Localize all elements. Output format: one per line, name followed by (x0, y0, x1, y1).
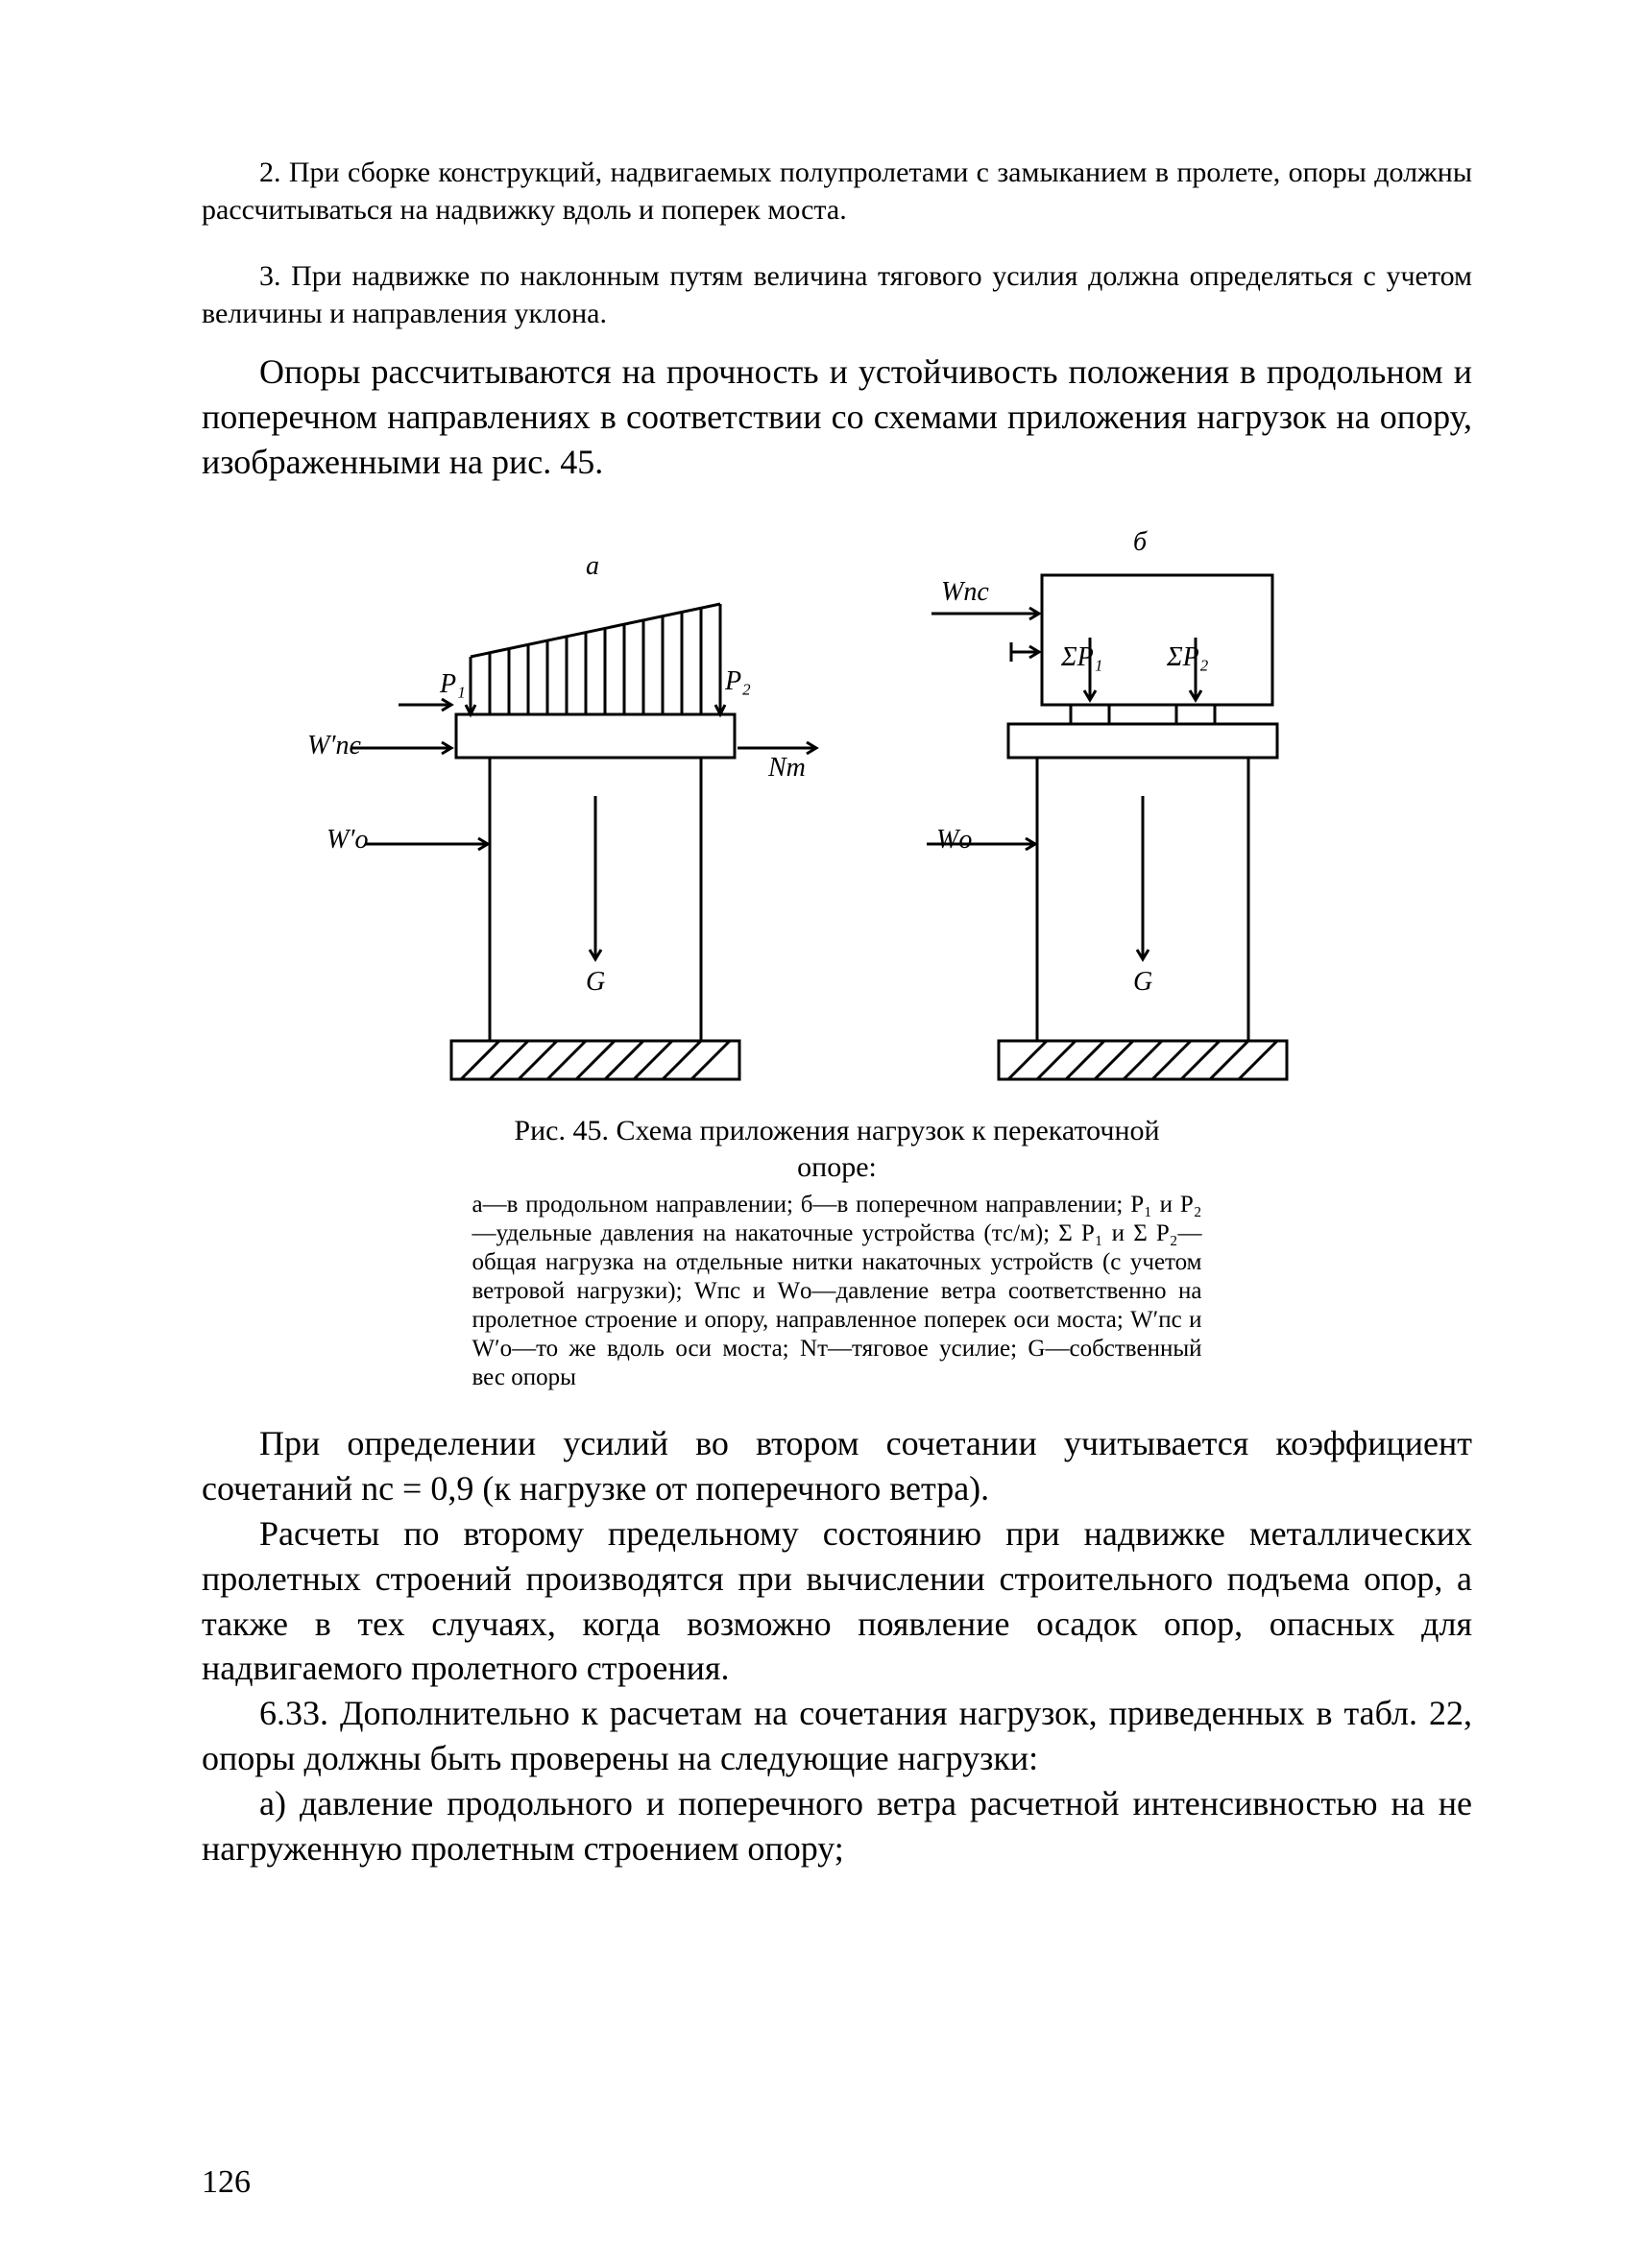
fig-label-wo1: W′о (327, 825, 368, 856)
figure-45: а б P₁ P₂ W′пс W′о Nт G Wпс ΣP₁ ΣP₂ Wо G (202, 508, 1472, 1103)
note-2: 2. При сборке конструкций, надвигаемых п… (202, 154, 1472, 229)
fig-label-p1: P₁ (440, 669, 466, 700)
figure-legend: а—в продольном направлении; б—в поперечн… (472, 1191, 1202, 1392)
fig-label-sp1: ΣP₁ (1061, 642, 1102, 673)
page-number: 126 (202, 2164, 251, 2201)
paragraph-5: а) давление продольного и поперечного ве… (202, 1781, 1472, 1871)
figure-caption: Рис. 45. Схема приложения нагрузок к пер… (472, 1113, 1202, 1185)
note-3: 3. При надвижке по наклонным путям велич… (202, 257, 1472, 332)
fig-label-wpc1: W′пс (307, 731, 361, 761)
paragraph-3: Расчеты по второму предельному состоянию… (202, 1511, 1472, 1691)
fig-label-nt: Nт (768, 753, 806, 784)
fig-label-wo: Wо (936, 825, 972, 856)
paragraph-2: При определении усилий во втором сочетан… (202, 1421, 1472, 1511)
fig-label-b: б (1133, 527, 1147, 558)
fig-label-p2: P₂ (725, 666, 751, 697)
fig-label-gb: G (1133, 967, 1152, 998)
page: 2. При сборке конструкций, надвигаемых п… (0, 0, 1645, 2268)
fig-label-sp2: ΣP₂ (1167, 642, 1208, 673)
fig-label-wpc: Wпс (941, 577, 989, 608)
figure-45-svg (202, 508, 1472, 1103)
paragraph-1: Опоры рассчитываются на прочность и усто… (202, 350, 1472, 484)
paragraph-4: 6.33. Дополнительно к расчетам на сочета… (202, 1691, 1472, 1781)
fig-label-a: а (586, 551, 599, 582)
fig-label-ga: G (586, 967, 605, 998)
